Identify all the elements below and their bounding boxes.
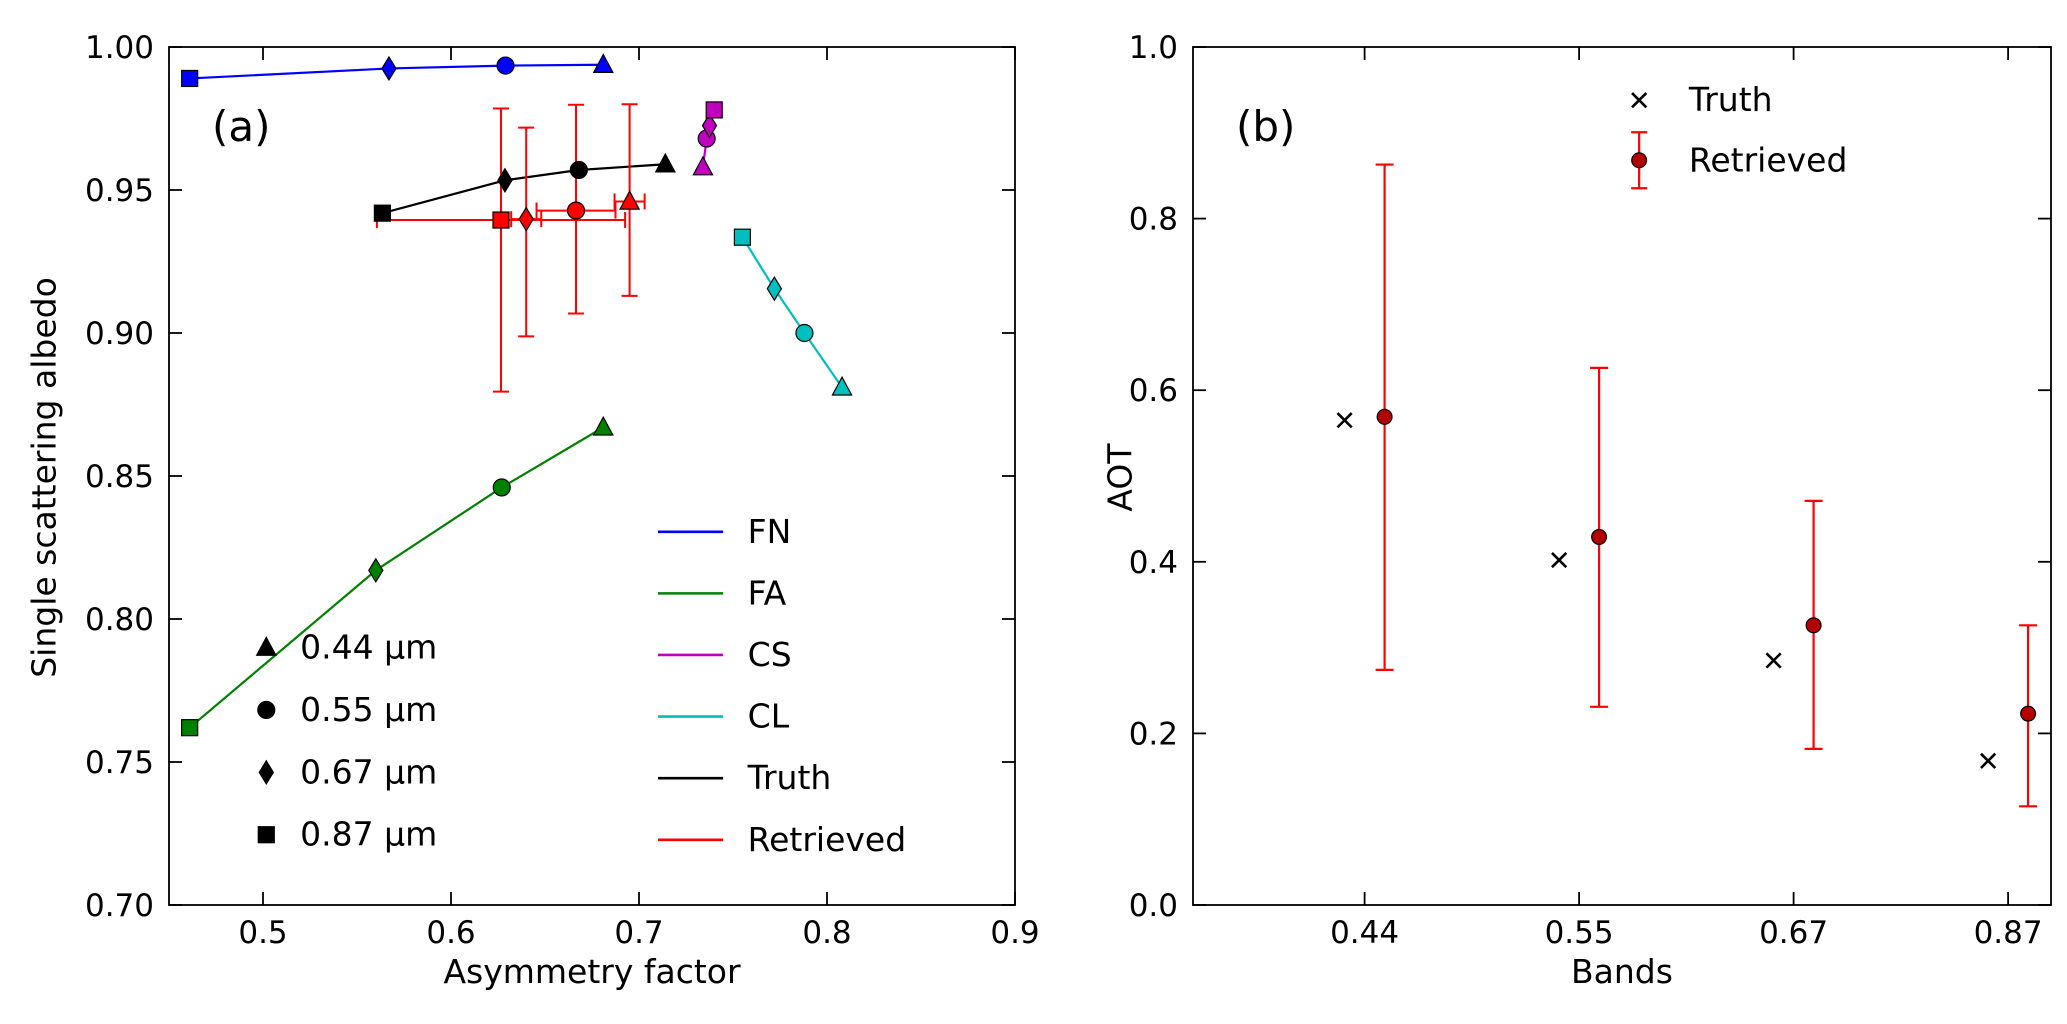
- svg-text:0.8: 0.8: [1129, 202, 1178, 238]
- panel-a-yaxis-title: Single scattering albedo: [24, 277, 64, 678]
- svg-text:0.80: 0.80: [85, 602, 154, 638]
- svg-text:0.0: 0.0: [1129, 888, 1178, 924]
- svg-text:CS: CS: [748, 635, 792, 674]
- panel-a-label: (a): [212, 102, 271, 151]
- svg-text:0.6: 0.6: [426, 915, 475, 951]
- panel-a-xaxis-title: Asymmetry factor: [443, 952, 741, 991]
- svg-text:0.2: 0.2: [1129, 716, 1178, 752]
- svg-text:0.87 μm: 0.87 μm: [300, 815, 437, 854]
- svg-text:0.67: 0.67: [1759, 915, 1828, 951]
- svg-text:1.0: 1.0: [1129, 30, 1178, 66]
- svg-text:0.44: 0.44: [1330, 915, 1399, 951]
- panel-b-label: (b): [1236, 102, 1296, 151]
- svg-text:1.00: 1.00: [85, 30, 154, 66]
- svg-text:0.95: 0.95: [85, 173, 154, 209]
- svg-text:0.55 μm: 0.55 μm: [300, 690, 437, 729]
- svg-text:0.44 μm: 0.44 μm: [300, 628, 437, 667]
- svg-text:Retrieved: Retrieved: [748, 820, 907, 859]
- svg-text:0.67 μm: 0.67 μm: [300, 752, 437, 791]
- svg-text:FN: FN: [748, 512, 792, 551]
- panel-b-yaxis-title: AOT: [1100, 443, 1140, 512]
- panel-b-xaxis-title: Bands: [1571, 952, 1673, 991]
- panel-b-chart: 0.44 0.55 0.67 0.87 0.0 0.2 0.4 0.6 0.8 1.0 Truth R…: [1129, 30, 2052, 951]
- svg-text:0.9: 0.9: [990, 915, 1039, 951]
- svg-text:Truth: Truth: [747, 758, 832, 797]
- svg-text:0.7: 0.7: [614, 915, 663, 951]
- svg-text:CL: CL: [748, 697, 790, 736]
- svg-text:0.90: 0.90: [85, 316, 154, 352]
- svg-text:0.70: 0.70: [85, 888, 154, 924]
- svg-text:0.6: 0.6: [1129, 373, 1178, 409]
- svg-text:0.55: 0.55: [1545, 915, 1614, 951]
- svg-text:0.8: 0.8: [802, 915, 851, 951]
- svg-text:0.5: 0.5: [238, 915, 287, 951]
- svg-text:0.85: 0.85: [85, 459, 154, 495]
- svg-text:0.87: 0.87: [1974, 915, 2043, 951]
- svg-text:0.75: 0.75: [85, 745, 154, 781]
- panel-a-chart: 0.5 0.6 0.7 0.8 0.9 0.70 0.75 0.80 0.85 0.90 0.95 1…: [85, 30, 1040, 951]
- svg-text:Truth: Truth: [1688, 80, 1773, 119]
- svg-text:Retrieved: Retrieved: [1689, 140, 1848, 179]
- svg-text:FA: FA: [748, 573, 787, 612]
- svg-text:0.4: 0.4: [1129, 545, 1178, 581]
